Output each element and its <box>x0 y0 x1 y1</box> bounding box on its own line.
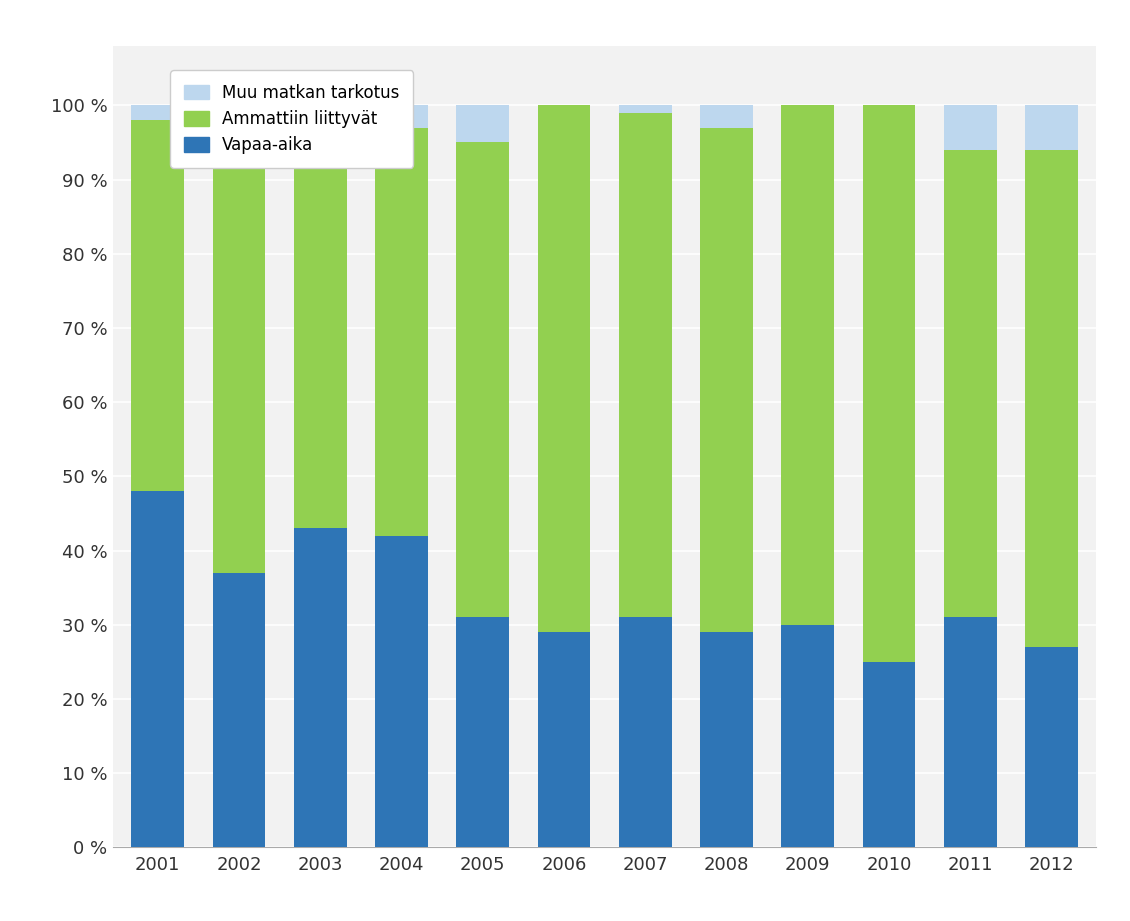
Bar <box>619 617 671 847</box>
Bar <box>1025 150 1078 647</box>
Legend: Muu matkan tarkotus, Ammattiin liittyvät, Vapaa-aika: Muu matkan tarkotus, Ammattiin liittyvät… <box>171 70 412 168</box>
Bar <box>699 632 753 847</box>
Bar <box>375 536 428 847</box>
Bar <box>457 617 510 847</box>
Bar <box>212 135 266 573</box>
Bar <box>781 624 834 847</box>
Bar <box>862 105 915 662</box>
Bar <box>375 105 428 128</box>
Bar <box>619 113 671 617</box>
Bar <box>212 105 266 135</box>
Bar <box>944 617 997 847</box>
Bar <box>699 128 753 632</box>
Bar <box>212 573 266 847</box>
Bar <box>131 491 184 847</box>
Bar <box>538 632 590 847</box>
Bar <box>538 105 590 632</box>
Bar <box>619 105 671 113</box>
Bar <box>944 105 997 150</box>
Bar <box>457 143 510 617</box>
Bar <box>131 121 184 491</box>
Bar <box>781 105 834 624</box>
Bar <box>131 105 184 121</box>
Bar <box>294 529 347 847</box>
Bar <box>375 128 428 536</box>
Bar <box>862 662 915 847</box>
Bar <box>944 150 997 617</box>
Bar <box>699 105 753 128</box>
Bar <box>294 105 347 121</box>
Bar <box>1025 105 1078 150</box>
Bar <box>1025 647 1078 847</box>
Bar <box>457 105 510 143</box>
Bar <box>294 121 347 529</box>
